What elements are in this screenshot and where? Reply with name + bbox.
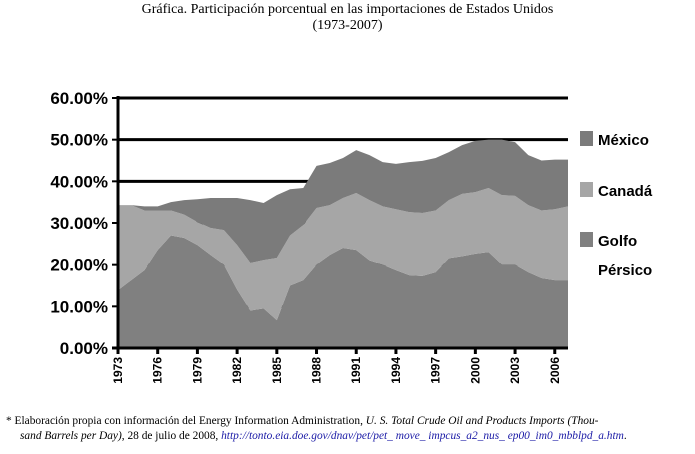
y-tick-label: 20.00% [50, 256, 108, 275]
x-tick-label: 1997 [429, 357, 443, 384]
legend-swatch [580, 131, 593, 146]
y-tick-label: 30.00% [50, 214, 108, 233]
footnote-prefix: * Elaboración propia con información del… [6, 415, 366, 427]
y-tick-label: 0.00% [60, 339, 108, 358]
legend-swatch [580, 232, 593, 247]
footnote-date: , 28 de julio de 2008, [121, 430, 222, 442]
x-tick-label: 1982 [230, 357, 244, 384]
stacked-area-chart: 0.00% 10.00% 20.00% 30.00% 40.00% 50.00% 60.00… [50, 89, 653, 384]
area-golfo-pérsico [118, 235, 568, 348]
y-tick-label: 10.00% [50, 297, 108, 316]
legend-label: Canadá [598, 183, 653, 200]
x-tick-label: 1979 [190, 357, 204, 384]
x-tick-label: 1991 [349, 357, 363, 384]
y-tick-label: 50.00% [50, 131, 108, 150]
x-tick-label: 1994 [389, 357, 403, 384]
chart-title: Gráfica. Participación porcentual en las… [0, 2, 695, 34]
footnote-link[interactable]: http://tonto.eia.doe.gov/dnav/pet/pet_ m… [221, 430, 624, 442]
footnote-source-title: U. S. Total Crude Oil and Products Impor… [365, 415, 599, 427]
chart-title-line: Gráfica. Participación porcentual en las… [141, 2, 554, 17]
area-méxico [118, 139, 568, 263]
x-tick-label: 2000 [468, 357, 482, 384]
x-tick-label: 2003 [508, 357, 522, 384]
legend-label: Pérsico [598, 262, 652, 279]
footnote-source-title-cont: sand Barrels per Day) [20, 430, 122, 442]
y-tick-label: 40.00% [50, 172, 108, 191]
x-tick-label: 1973 [111, 357, 125, 384]
x-tick-label: 1985 [270, 357, 284, 384]
legend-label: Golfo [598, 233, 637, 250]
y-tick-label: 60.00% [50, 89, 108, 108]
x-tick-label: 2006 [548, 357, 562, 384]
chart-subtitle: (1973-2007) [312, 18, 383, 33]
x-tick-label: 1976 [151, 357, 165, 384]
footnote: * Elaboración propia con información del… [6, 414, 692, 444]
area-canadá [118, 188, 568, 321]
x-tick-label: 1988 [310, 357, 324, 384]
legend-label: México [598, 132, 649, 149]
legend-swatch [580, 182, 593, 197]
footnote-suffix: . [623, 430, 627, 442]
